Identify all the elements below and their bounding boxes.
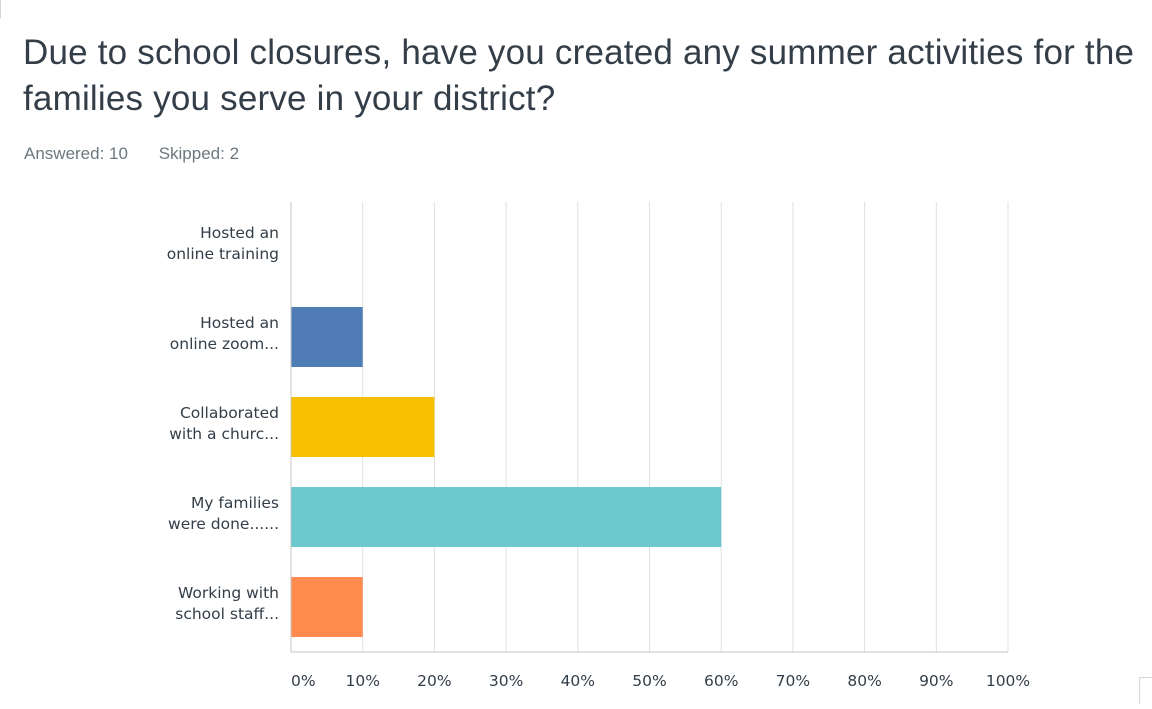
category-label: were done......: [168, 515, 279, 533]
page-corner-mark: [0, 0, 4, 18]
x-tick-label: 100%: [986, 672, 1030, 690]
category-label: Hosted an: [200, 314, 279, 332]
question-title: Due to school closures, have you created…: [23, 33, 1135, 118]
category-label: online zoom...: [170, 335, 279, 353]
x-tick-label: 70%: [776, 672, 810, 690]
x-tick-label: 80%: [847, 672, 881, 690]
x-tick-label: 30%: [489, 672, 523, 690]
x-tick-label: 40%: [561, 672, 595, 690]
page-corner-mark-bottom: [1139, 677, 1152, 704]
bar: [291, 487, 722, 547]
bar: [291, 577, 363, 637]
bar: [291, 397, 435, 457]
bar: [291, 307, 363, 367]
category-label: with a churc...: [169, 425, 279, 443]
category-label: My families: [191, 494, 279, 512]
category-label: Hosted an: [200, 224, 279, 242]
x-tick-label: 0%: [291, 672, 316, 690]
x-tick-label: 50%: [632, 672, 666, 690]
x-tick-label: 10%: [345, 672, 379, 690]
skipped-count: Skipped: 2: [158, 144, 240, 163]
x-tick-label: 20%: [417, 672, 451, 690]
x-tick-label: 90%: [919, 672, 953, 690]
response-stats: Answered: 10 Skipped: 2: [24, 144, 265, 164]
category-label: online training: [167, 245, 279, 263]
category-label: school staff...: [175, 605, 279, 623]
category-label: Collaborated: [180, 404, 279, 422]
category-label: Working with: [178, 584, 279, 602]
answered-count: Answered: 10: [24, 144, 128, 163]
x-tick-label: 60%: [704, 672, 738, 690]
